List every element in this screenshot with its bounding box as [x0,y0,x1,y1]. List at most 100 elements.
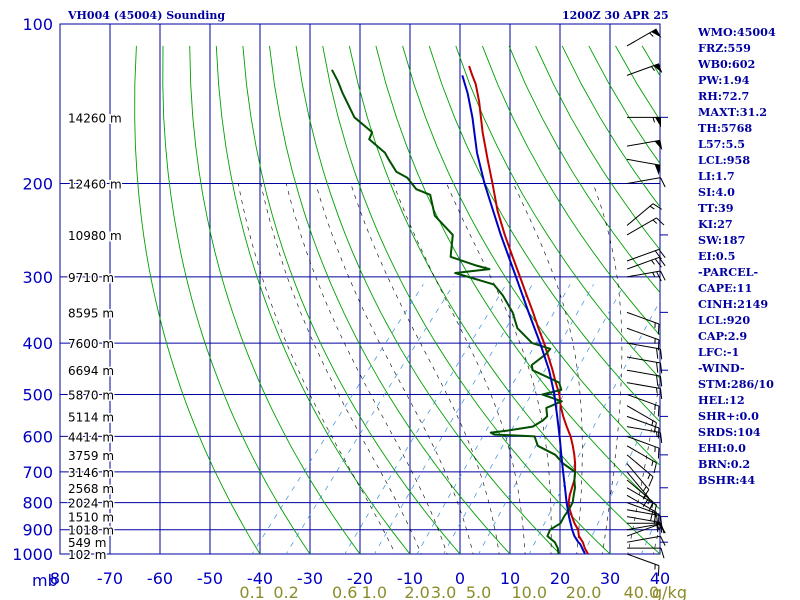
moist-adiabat [350,183,500,554]
wind-barb-half [651,460,654,467]
pressure-tick-label: 700 [22,463,53,482]
pressure-tick-label: 400 [22,334,53,353]
mixing-ratio-label: 40.0 [624,583,660,600]
index-item: STM:286/10 [698,377,774,391]
height-label: 102 m [68,548,106,562]
wind-barb [626,311,660,335]
wind-barb-full [653,462,657,474]
wind-barb-full [657,448,660,459]
wind-barb-full [659,432,663,443]
wind-barb-staff [626,454,654,478]
index-item: WMO:45004 [698,25,776,39]
sounding-traces [331,65,589,554]
index-item: LI:1.7 [698,169,735,183]
wind-barb-half [651,66,655,71]
height-label-halo: 549 m [68,536,106,550]
dry-adiabat [215,45,411,554]
wind-barb [626,445,657,474]
height-label: 8595 m [68,306,114,320]
height-label-halo: 3146 m [68,466,114,480]
index-item: HEL:12 [698,393,745,407]
height-label-halo: 9710 m [68,271,114,285]
temperature-tick-label: -10 [397,569,423,588]
wind-barb-half [656,431,658,438]
wind-barb [626,356,663,374]
height-label-halo: 5870 m [68,388,114,402]
wind-barb-half [652,117,655,123]
wind-barb-full [660,270,666,281]
wind-barb-staff [626,415,660,429]
wind-barb-staff [626,342,661,350]
dry-adiabat [162,45,311,554]
index-item: SHR+:0.0 [698,409,759,423]
wind-barb [626,270,666,282]
height-label: 5114 m [68,410,114,424]
height-label: 4414 m [68,430,114,444]
wind-barb-full [648,476,654,487]
mixing-ratio-label: 5.0 [466,583,491,600]
dry-adiabat [189,45,361,554]
wind-barb [627,547,665,559]
wind-barb-staff [626,553,660,567]
temperature-tick-label: -30 [297,569,323,588]
temperature-tick-label: 40 [650,569,670,588]
index-item: SW:187 [698,233,746,247]
index-item: CAP:2.9 [698,329,748,343]
wind-barb-full [650,510,654,521]
wind-barb-full [657,406,660,417]
mixing-ratio-line [478,284,625,554]
index-item: BRN:0.2 [698,457,751,471]
wind-barb-staff [626,177,661,185]
wind-barb [626,463,650,499]
height-label-halo: 6694 m [68,364,114,378]
wind-barb-staff [626,479,654,503]
temperature-tick-label: 80 [50,569,70,588]
mixing-ratio-label: 0.6 [332,583,357,600]
index-item: WB0:602 [698,57,756,71]
moist-adiabat [393,183,526,554]
wind-barb-staff [626,203,654,226]
wind-barb-full [660,536,666,546]
wind-barb-full [648,501,654,512]
dry-adiabat [775,46,800,565]
wind-barb [626,516,663,533]
height-label-halo: 4414 m [68,430,114,444]
wind-barb-staff [626,435,660,449]
mixing-ratio-line [285,284,454,554]
wind-barb-full [653,512,657,523]
height-label-halo: 2568 m [68,482,114,496]
wind-barb-staff [626,393,660,407]
dry-adiabat [428,45,660,423]
height-label-halo: 2024 m [68,497,114,511]
dewpoint-line [331,69,577,554]
wind-barb-full [656,362,659,373]
wind-barb-staff [626,270,661,278]
height-label-halo: 7600 m [68,337,114,351]
wind-barb [626,494,657,523]
temperature-tick-label: -60 [147,569,173,588]
temperature-tick-label: 0 [455,569,465,588]
wind-barb [626,454,654,487]
wind-barb-half [647,499,651,505]
wind-barb-staff [626,327,660,341]
mixing-ratio-label: 3.0 [431,583,456,600]
plot-grid [59,23,668,555]
height-label: 10980 m [68,229,122,243]
wind-barb [626,553,660,577]
wind-barb [626,217,665,236]
pressure-tick-label: 200 [22,175,53,194]
index-item: SI:4.0 [698,185,735,199]
index-item: BSHR:44 [698,473,756,487]
mixing-ratio-line [583,394,660,554]
wind-barb [626,535,666,546]
wind-barb-full [657,323,660,335]
wind-barb-full [657,565,660,577]
pressure-tick-label: 900 [22,521,53,540]
wind-barb [626,382,663,399]
wind-barb [626,435,660,459]
wind-barb-half [649,32,654,37]
wind-barb [626,426,663,443]
index-item: LCL:920 [698,313,751,327]
